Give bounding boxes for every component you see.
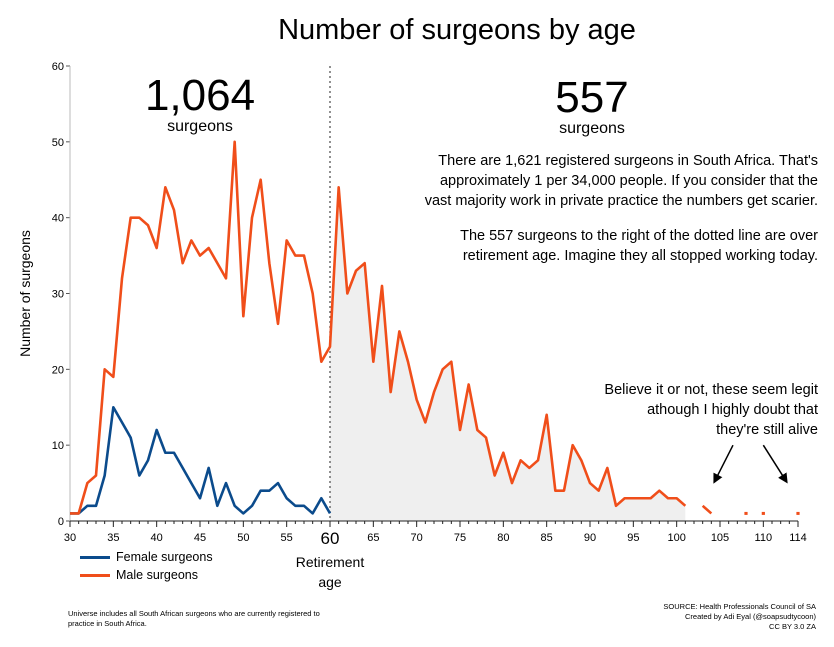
legend-item-female: Female surgeons xyxy=(80,548,213,566)
x-tick-label: 70 xyxy=(411,532,423,544)
x-tick-label: 95 xyxy=(627,532,639,544)
area-layer xyxy=(330,187,686,522)
left-count-value: 1,064 xyxy=(144,71,256,120)
annotation-line: The 557 surgeons to the right of the dot… xyxy=(460,228,818,244)
axes: 0 10 20 30 40 50 60 30 35 40 45 50 55 65 70 75 80 85 90 95 1… xyxy=(17,61,807,590)
retirement-area xyxy=(330,187,686,522)
footnote-line: Universe includes all South African surg… xyxy=(68,609,320,618)
annotation-line: approximately 1 per 34,000 people. If yo… xyxy=(439,173,818,189)
y-axis-label: Number of surgeons xyxy=(17,230,33,357)
y-tick-label: 50 xyxy=(52,137,64,149)
annotation-line: There are 1,621 registered surgeons in S… xyxy=(438,153,818,169)
arrow-right xyxy=(762,444,788,484)
x-tick-label: 105 xyxy=(711,532,729,544)
right-count-value: 557 xyxy=(555,73,629,122)
y-tick-label: 10 xyxy=(52,440,64,452)
annotation-line: vast majority work in private practice t… xyxy=(424,193,818,209)
source-line: CC BY 3.0 ZA xyxy=(769,622,816,631)
x-tick-label: 100 xyxy=(667,532,685,544)
retirement-label: Retirement age xyxy=(296,554,365,590)
x-tick-label: 85 xyxy=(541,532,553,544)
x-tick-label: 90 xyxy=(584,532,596,544)
x-tick-label: 114 xyxy=(789,532,807,544)
legend-item-male: Male surgeons xyxy=(80,566,213,584)
left-count-block: 1,064 surgeons xyxy=(110,74,290,136)
annotation-paragraph-3: Believe it or not, these seem legit atho… xyxy=(604,380,818,440)
annotation-paragraph-1: There are 1,621 registered surgeons in S… xyxy=(425,151,818,211)
x-tick-label: 45 xyxy=(194,532,206,544)
footnote: Universe includes all South African surg… xyxy=(68,609,320,629)
x-tick-label: 30 xyxy=(64,532,76,544)
y-tick-label: 0 xyxy=(58,516,64,528)
x-tick-label: 75 xyxy=(454,532,466,544)
right-count-block: 557 surgeons xyxy=(502,76,682,138)
legend-swatch-male xyxy=(80,573,110,577)
y-tick-label: 60 xyxy=(52,61,64,73)
x-tick-label: 80 xyxy=(497,532,509,544)
source-credit: SOURCE: Health Professionals Council of … xyxy=(663,602,816,632)
legend-label-female: Female surgeons xyxy=(116,550,213,564)
right-count-label: surgeons xyxy=(559,120,625,137)
annotation-line: Believe it or not, these seem legit xyxy=(604,382,818,398)
y-tick-label: 20 xyxy=(52,364,64,376)
y-tick-label: 40 xyxy=(52,213,64,225)
annotation-paragraph-2: The 557 surgeons to the right of the dot… xyxy=(460,226,818,266)
legend-swatch-female xyxy=(80,555,110,559)
female-series-line xyxy=(70,405,332,515)
x-tick-label: 50 xyxy=(237,532,249,544)
legend-label-male: Male surgeons xyxy=(116,568,198,582)
annotation-line: they're still alive xyxy=(716,422,818,438)
left-count-label: surgeons xyxy=(167,118,233,135)
x-tick-label: 35 xyxy=(107,532,119,544)
source-line: SOURCE: Health Professionals Council of … xyxy=(663,602,816,611)
legend: Female surgeons Male surgeons xyxy=(80,548,213,584)
footnote-line: practice in South Africa. xyxy=(68,619,147,628)
chart-title: Number of surgeons by age xyxy=(278,14,636,46)
x-tick-label: 65 xyxy=(367,532,379,544)
source-line: Created by Adi Eyal (@soapsudtycoon) xyxy=(684,612,816,621)
male-series-line xyxy=(701,504,713,515)
x-tick-label: 40 xyxy=(151,532,163,544)
annotation-line: retirement age. Imagine they all stopped… xyxy=(462,248,818,264)
male-series-line xyxy=(70,140,687,515)
y-tick-label: 30 xyxy=(52,289,64,301)
series-lines xyxy=(70,140,800,515)
retirement-tick-label: 60 xyxy=(321,529,340,548)
x-tick-label: 55 xyxy=(281,532,293,544)
x-tick-label: 110 xyxy=(755,532,773,544)
arrow-left xyxy=(713,444,734,484)
annotation-line: athough I highly doubt that xyxy=(647,402,818,418)
